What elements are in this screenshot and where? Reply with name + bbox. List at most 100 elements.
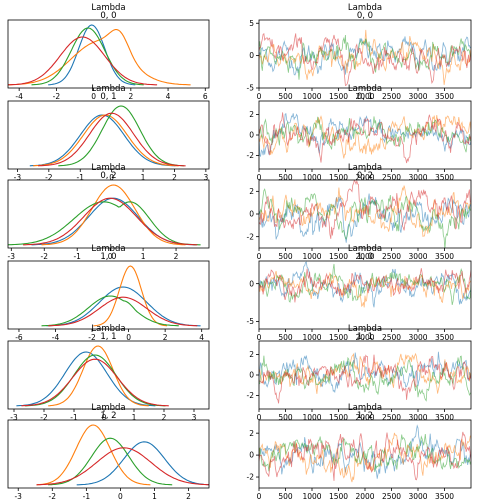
- trace-line-0: [259, 36, 471, 76]
- y-tick-label: 5: [249, 19, 254, 28]
- panel-title: Lambda: [348, 163, 382, 173]
- x-tick-label: 1500: [329, 173, 348, 182]
- x-tick-label: -6: [15, 333, 23, 342]
- x-tick-label: 4: [199, 333, 204, 342]
- y-tick-label: 2: [249, 429, 254, 438]
- x-tick-label: 2000: [355, 173, 374, 182]
- panel-subtitle: 0, 2: [100, 171, 116, 181]
- y-tick-label: -5: [247, 84, 255, 93]
- panel-title: Lambda: [348, 84, 382, 94]
- x-tick-label: 500: [278, 413, 293, 422]
- axes-frame: [7, 340, 210, 410]
- x-tick-label: 1500: [329, 333, 348, 342]
- density-line-3: [8, 36, 158, 86]
- panel-title: Lambda: [348, 3, 382, 13]
- x-tick-label: -1: [83, 492, 91, 500]
- density-line-3: [23, 197, 198, 246]
- density-line-0: [29, 114, 176, 167]
- x-tick-label: 2500: [382, 92, 401, 101]
- y-tick-label: 0: [249, 210, 254, 219]
- trace-line-1: [259, 352, 471, 394]
- density-line-1: [93, 265, 168, 327]
- trace-line-2: [259, 116, 471, 153]
- axes-frame: [7, 260, 210, 330]
- x-tick-label: 0: [91, 92, 96, 101]
- trace-line-3: [259, 32, 471, 86]
- x-tick-label: 0: [257, 173, 262, 182]
- x-tick-label: -2: [41, 252, 49, 261]
- x-tick-label: 3000: [408, 92, 427, 101]
- panel-subtitle: 1, 1: [357, 332, 373, 342]
- x-tick-label: 2000: [355, 492, 374, 500]
- panel-subtitle: 0, 1: [357, 92, 373, 102]
- y-tick-label: -2: [247, 151, 255, 160]
- panel-title: Lambda: [91, 163, 125, 173]
- y-tick-label: -2: [247, 232, 255, 241]
- x-tick-label: 3500: [435, 413, 454, 422]
- density-line-1: [7, 29, 191, 86]
- x-tick-label: 500: [278, 92, 293, 101]
- panel-title: Lambda: [348, 324, 382, 334]
- x-tick-label: 3500: [435, 173, 454, 182]
- x-tick-label: 2: [174, 252, 179, 261]
- axes-frame: [7, 179, 210, 249]
- trace-line-3: [259, 112, 471, 164]
- x-tick-label: 0: [118, 492, 123, 500]
- x-tick-label: 3000: [408, 333, 427, 342]
- x-tick-label: 1: [152, 492, 157, 500]
- x-tick-label: 500: [278, 252, 293, 261]
- x-tick-label: 0: [257, 92, 262, 101]
- y-tick-label: 0: [249, 131, 254, 140]
- density-line-0: [76, 441, 210, 486]
- trace-line-3: [259, 268, 471, 303]
- density-line-2: [31, 27, 144, 86]
- trace-line-3: [259, 180, 471, 239]
- x-tick-label: 0: [102, 413, 107, 422]
- x-tick-label: 2500: [382, 333, 401, 342]
- x-tick-label: 3500: [435, 92, 454, 101]
- x-tick-label: 1500: [329, 92, 348, 101]
- density-line-2: [41, 295, 179, 327]
- density-line-2: [48, 437, 173, 486]
- panel-subtitle: 1, 2: [100, 411, 116, 421]
- x-tick-label: 3500: [435, 333, 454, 342]
- x-tick-label: -2: [45, 173, 53, 182]
- x-tick-label: 1500: [329, 413, 348, 422]
- y-tick-label: 0: [249, 451, 254, 460]
- panel-subtitle: 0, 2: [357, 171, 373, 181]
- axes-frame: [7, 19, 210, 89]
- density-line-3: [48, 296, 198, 327]
- x-tick-label: 2000: [355, 252, 374, 261]
- trace-line-1: [259, 115, 471, 159]
- panel-title: Lambda: [91, 324, 125, 334]
- x-tick-label: 1: [132, 413, 137, 422]
- panel-subtitle: 0, 1: [100, 92, 116, 102]
- x-tick-label: 0: [257, 252, 262, 261]
- x-tick-label: 1000: [302, 92, 321, 101]
- density-line-2: [24, 354, 166, 407]
- y-tick-label: 2: [249, 110, 254, 119]
- axes-frame: [258, 419, 472, 489]
- x-tick-label: -3: [14, 173, 22, 182]
- x-tick-label: 3500: [435, 492, 454, 500]
- x-tick-label: 0: [108, 252, 113, 261]
- y-tick-label: 0: [249, 371, 254, 380]
- x-tick-label: 1000: [302, 492, 321, 500]
- density-line-2: [7, 201, 201, 246]
- density-line-0: [31, 197, 196, 246]
- x-tick-label: -1: [76, 173, 84, 182]
- x-tick-label: 2500: [382, 252, 401, 261]
- x-tick-label: 2000: [355, 413, 374, 422]
- x-tick-label: -1: [73, 252, 81, 261]
- panel-title: Lambda: [348, 244, 382, 254]
- trace-line-3: [259, 354, 471, 404]
- y-tick-label: -2: [247, 391, 255, 400]
- x-tick-label: -2: [40, 413, 48, 422]
- y-tick-label: -2: [247, 473, 255, 482]
- x-tick-label: 2: [186, 492, 191, 500]
- density-line-1: [48, 345, 149, 407]
- x-tick-label: 1500: [329, 492, 348, 500]
